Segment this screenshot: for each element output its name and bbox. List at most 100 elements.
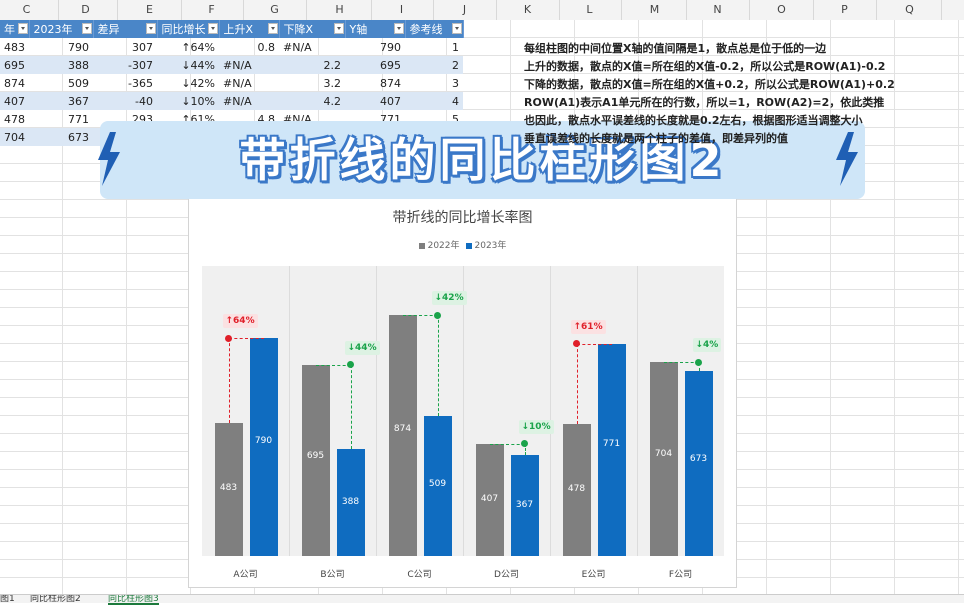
growth-label: ↑61%: [570, 319, 606, 334]
table-cell[interactable]: 704: [0, 128, 29, 146]
growth-connector-horizontal: [315, 364, 351, 366]
column-header-g[interactable]: G: [243, 0, 307, 20]
table-header-cell[interactable]: 参考线: [405, 20, 464, 38]
category-label: C公司: [407, 570, 432, 580]
table-cell[interactable]: 388: [29, 56, 93, 74]
table-cell[interactable]: 790: [380, 40, 401, 54]
table-cell[interactable]: 790: [68, 40, 89, 54]
table-header-cell[interactable]: 下降X: [279, 20, 346, 38]
column-header-q[interactable]: Q: [878, 0, 942, 20]
header-label: 年: [4, 23, 15, 36]
table-cell[interactable]: 2: [405, 56, 463, 74]
table-cell[interactable]: 478: [4, 112, 25, 126]
table-cell[interactable]: #N/A: [223, 76, 252, 90]
table-row: 695 388 -307 ↓44% #N/A 2.2 695 2: [0, 56, 463, 74]
bar-2022[interactable]: [388, 315, 417, 556]
table-cell[interactable]: -307: [93, 56, 157, 74]
growth-connector-horizontal: [663, 362, 699, 364]
table-cell[interactable]: 509: [68, 76, 89, 90]
table-cell[interactable]: 3.2: [323, 76, 342, 90]
column-header-p[interactable]: P: [813, 0, 877, 20]
bar-2023[interactable]: [684, 370, 713, 556]
table-cell[interactable]: -365: [128, 76, 153, 90]
table-header-cell[interactable]: 2023年: [29, 20, 94, 38]
table-cell[interactable]: 0.8: [257, 40, 276, 54]
table-cell[interactable]: ↓10%: [157, 92, 219, 110]
bar-2023[interactable]: [249, 338, 278, 556]
column-header-i[interactable]: I: [370, 0, 434, 20]
table-cell[interactable]: 4: [405, 92, 463, 110]
sheet-tab[interactable]: 同比柱形图3: [108, 595, 159, 605]
table-cell[interactable]: 874: [4, 76, 25, 90]
column-header-c[interactable]: C: [0, 0, 59, 20]
column-header-f[interactable]: F: [180, 0, 244, 20]
category-label: E公司: [581, 570, 606, 580]
category-label: D公司: [494, 570, 519, 580]
table-cell[interactable]: 673: [29, 128, 93, 146]
table-cell[interactable]: 307: [132, 40, 153, 54]
table-header-cell[interactable]: Y轴: [345, 20, 406, 38]
sheet-tab[interactable]: 图1: [0, 595, 15, 603]
table-cell[interactable]: 407: [0, 92, 29, 110]
filter-dropdown-icon[interactable]: [207, 23, 218, 34]
column-header-o[interactable]: O: [750, 0, 814, 20]
table-header-cell[interactable]: 差异: [93, 20, 158, 38]
table-cell[interactable]: 3: [452, 76, 459, 90]
column-header-d[interactable]: D: [54, 0, 118, 20]
category-label: A公司: [233, 570, 258, 580]
growth-label: ↓4%: [692, 338, 722, 353]
bar-2022[interactable]: [649, 362, 678, 556]
table-cell[interactable]: 407: [345, 92, 405, 110]
bar-value-label: 704: [654, 449, 673, 460]
filter-dropdown-icon[interactable]: [17, 23, 28, 34]
table-cell[interactable]: 5: [452, 112, 459, 126]
table-cell[interactable]: #N/A: [283, 40, 312, 54]
sheet-tab[interactable]: 同比柱形图2: [30, 595, 81, 603]
bar-2022[interactable]: [214, 422, 243, 556]
table-cell[interactable]: 4.2: [279, 92, 345, 110]
column-header-e[interactable]: E: [118, 0, 182, 20]
column-header-l[interactable]: L: [558, 0, 622, 20]
filter-dropdown-icon[interactable]: [333, 23, 344, 34]
table-header-cell[interactable]: 同比增长: [157, 20, 220, 38]
bar-2022[interactable]: [475, 443, 504, 556]
category-separator: [289, 266, 290, 556]
bar-value-label: 695: [306, 450, 325, 461]
column-header-n[interactable]: N: [686, 0, 750, 20]
table-cell[interactable]: 874: [380, 76, 401, 90]
table-cell[interactable]: 1: [452, 40, 459, 54]
table-cell[interactable]: ↓42%: [181, 76, 215, 90]
column-header-m[interactable]: M: [623, 0, 687, 20]
column-header-k[interactable]: K: [496, 0, 560, 20]
bar-2023[interactable]: [597, 343, 626, 556]
filter-dropdown-icon[interactable]: [81, 23, 92, 34]
table-cell[interactable]: ↓44%: [157, 56, 219, 74]
filter-dropdown-icon[interactable]: [145, 23, 156, 34]
table-cell[interactable]: 771: [68, 112, 89, 126]
table-header-cell[interactable]: 上升X: [219, 20, 280, 38]
table-header-cell[interactable]: 年: [0, 20, 30, 38]
table-cell[interactable]: ↑64%: [181, 40, 215, 54]
table-cell[interactable]: 695: [345, 56, 405, 74]
column-header-j[interactable]: J: [433, 0, 497, 20]
filter-dropdown-icon[interactable]: [451, 23, 462, 34]
bar-2023[interactable]: [336, 449, 365, 556]
bar-2022[interactable]: [301, 364, 330, 556]
bar-value-label: 771: [602, 439, 621, 450]
bar-2022[interactable]: [562, 424, 591, 556]
table-cell[interactable]: -40: [93, 92, 157, 110]
table-cell[interactable]: #N/A: [219, 56, 279, 74]
table-cell[interactable]: 695: [0, 56, 29, 74]
table-cell[interactable]: 367: [29, 92, 93, 110]
filter-dropdown-icon[interactable]: [393, 23, 404, 34]
filter-dropdown-icon[interactable]: [267, 23, 278, 34]
table-cell[interactable]: #N/A: [219, 92, 279, 110]
note-line: 下降的数据，散点的X值=所在组的X值+0.2，所以公式是ROW(A1)+0.2: [524, 78, 895, 91]
column-header-h[interactable]: H: [308, 0, 372, 20]
bar-2023[interactable]: [510, 454, 539, 556]
legend-swatch: [465, 242, 472, 249]
table-cell[interactable]: 483: [4, 40, 25, 54]
table-cell[interactable]: 2.2: [279, 56, 345, 74]
bar-2023[interactable]: [423, 415, 452, 556]
